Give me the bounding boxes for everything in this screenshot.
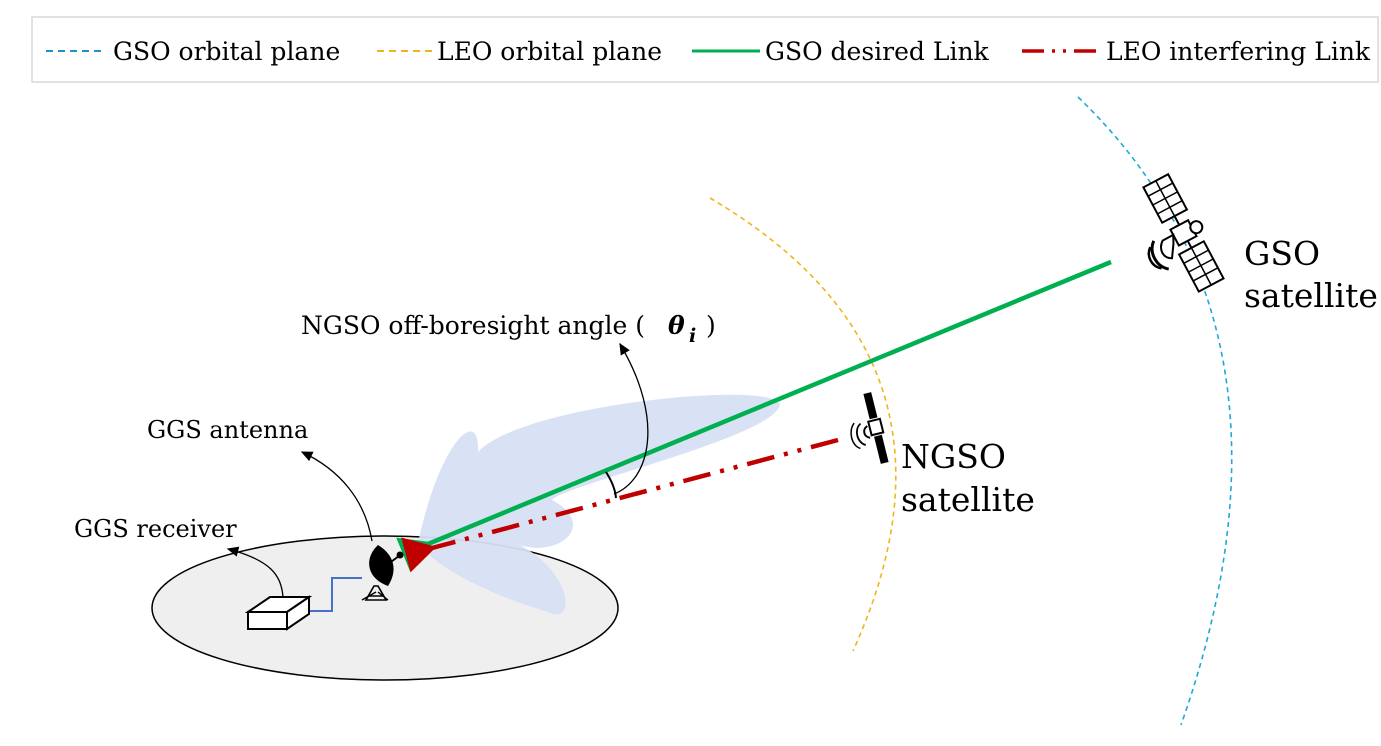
ggs-antenna-leader	[300, 451, 373, 542]
theta-subscript: i	[689, 325, 696, 347]
ngso-satellite-label-line1: NGSO	[901, 437, 1006, 476]
ngso-satellite-label-line2: satellite	[901, 480, 1035, 519]
legend-item-gso-desired-link: GSO desired Link	[692, 37, 990, 66]
legend-item-leo-orbital-plane: LEO orbital plane	[377, 37, 662, 66]
off-boresight-angle-label: NGSO off-boresight angle ( θ i )	[301, 311, 716, 347]
gso-satellite-label-line2: satellite	[1244, 276, 1378, 315]
ngso-satellite-icon	[850, 392, 889, 464]
ggs-antenna-label: GGS antenna	[147, 416, 308, 444]
receiver-cable	[292, 577, 362, 612]
receiver-box-icon	[244, 595, 313, 631]
legend-item-leo-interfering-link: LEO interfering Link	[1022, 37, 1371, 66]
legend-label-leo-orbit: LEO orbital plane	[437, 37, 662, 66]
beam-lobes	[418, 394, 780, 615]
leo-orbit-arc	[709, 197, 897, 652]
legend-label-gso-link: GSO desired Link	[765, 37, 990, 66]
dish-antenna-icon	[361, 545, 404, 601]
antenna-beam-pattern	[418, 394, 780, 615]
leo-interfering-link	[401, 437, 839, 573]
off-boresight-label-text: NGSO off-boresight angle (	[301, 311, 645, 340]
ggs-receiver-label: GGS receiver	[74, 515, 237, 543]
gso-satellite-icon	[1142, 172, 1225, 293]
legend: GSO orbital plane LEO orbital plane GSO …	[31, 16, 1379, 83]
gso-orbit-arc	[1077, 96, 1233, 726]
legend-label-gso-orbit: GSO orbital plane	[113, 37, 340, 66]
legend-label-leo-link: LEO interfering Link	[1106, 37, 1371, 66]
off-boresight-angle-arc	[605, 471, 617, 499]
off-boresight-leader	[613, 342, 649, 495]
gso-desired-link	[396, 259, 1112, 571]
ggs-receiver-leader	[226, 546, 284, 599]
legend-item-gso-orbital-plane: GSO orbital plane	[46, 37, 340, 66]
gso-satellite-label-line1: GSO	[1244, 234, 1320, 273]
theta-symbol: θ	[668, 311, 685, 340]
off-boresight-label-close: )	[706, 311, 716, 340]
